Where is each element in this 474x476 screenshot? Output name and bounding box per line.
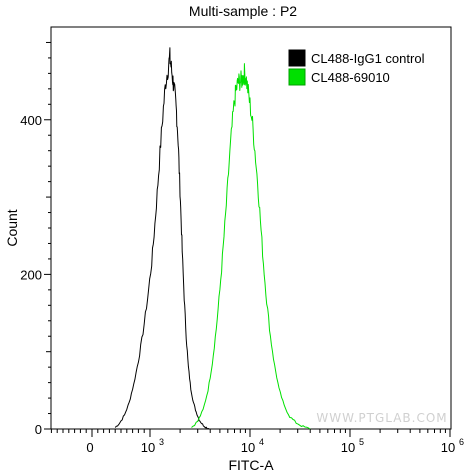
x-tick-exponent: 6 [459, 437, 464, 447]
legend: CL488-IgG1 control CL488-69010 [288, 49, 425, 86]
y-axis-label: Count [4, 209, 20, 246]
legend-swatch-sample [288, 68, 306, 86]
x-tick-exponent: 3 [159, 437, 164, 447]
x-axis: 0 10 3 10 4 10 5 10 6 [50, 429, 464, 455]
chart-title: Multi-sample : P2 [189, 3, 297, 19]
legend-label-control: CL488-IgG1 control [311, 51, 425, 66]
series-line-1 [191, 63, 311, 430]
x-tick-label: 10 [241, 440, 255, 455]
legend-label-sample: CL488-69010 [311, 70, 390, 85]
x-tick-label: 10 [141, 440, 155, 455]
x-tick-label: 10 [341, 440, 355, 455]
x-axis-label: FITC-A [228, 457, 274, 473]
y-tick-label: 200 [20, 267, 42, 282]
x-tick-exponent: 4 [259, 437, 264, 447]
y-tick-label: 0 [35, 422, 42, 437]
series-layer [114, 47, 311, 430]
plot-frame [50, 26, 452, 430]
y-tick-label: 400 [20, 113, 42, 128]
x-tick-exponent: 5 [359, 437, 364, 447]
legend-swatch-control [288, 49, 306, 67]
x-tick-label: 10 [441, 440, 455, 455]
series-line-0 [114, 47, 211, 430]
x-tick-label: 0 [86, 440, 93, 455]
watermark: WWW.PTGLAB.COM [316, 411, 447, 425]
y-axis: 0 200 400 [20, 41, 51, 437]
